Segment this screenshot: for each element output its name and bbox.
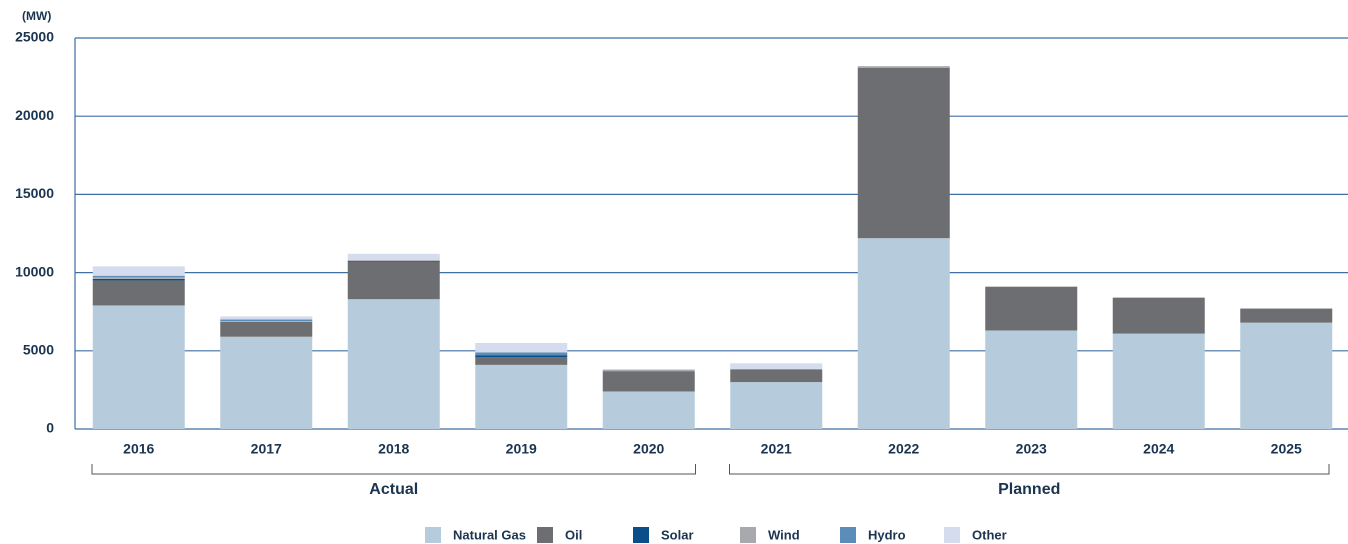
- y-tick-label: 5000: [23, 342, 54, 358]
- bar-segment: [347, 253, 440, 261]
- x-tick-label: 2019: [506, 441, 537, 457]
- bar-segment: [92, 280, 185, 306]
- bar-segment: [92, 305, 185, 429]
- bar-segment: [857, 238, 950, 429]
- bar-segment: [1112, 333, 1205, 429]
- bar-segment: [475, 357, 568, 365]
- bar-segment: [730, 369, 823, 383]
- bar-segment: [1112, 297, 1205, 334]
- bar-segment: [475, 352, 568, 356]
- legend-label: Oil: [565, 527, 582, 542]
- bar-segment: [347, 261, 440, 300]
- group-bracket: [91, 464, 696, 475]
- y-tick-label: 0: [46, 420, 54, 436]
- bar-segment: [220, 319, 313, 322]
- legend-swatch: [944, 527, 960, 543]
- bar-segment: [602, 369, 695, 372]
- bar-segment: [92, 275, 185, 278]
- group-label: Actual: [369, 481, 418, 498]
- y-axis-label: (MW): [22, 9, 51, 23]
- bar-segment: [602, 391, 695, 429]
- bar-segment: [857, 67, 950, 239]
- x-tick-label: 2018: [378, 441, 409, 457]
- legend-label: Hydro: [868, 527, 906, 542]
- bar-segment: [730, 382, 823, 429]
- y-tick-label: 20000: [15, 107, 54, 123]
- legend-swatch: [425, 527, 441, 543]
- bar-segment: [347, 299, 440, 429]
- bar-segment: [475, 364, 568, 429]
- legend-label: Wind: [768, 527, 800, 542]
- bar-segment: [985, 286, 1078, 331]
- bar-segment: [730, 363, 823, 369]
- legend-swatch: [740, 527, 756, 543]
- group-bracket: [729, 464, 1330, 475]
- y-tick-label: 25000: [15, 29, 54, 45]
- bar-segment: [985, 330, 1078, 429]
- bar-segment: [220, 316, 313, 320]
- bar-segment: [220, 321, 313, 322]
- bar-segment: [857, 66, 950, 68]
- bar-segment: [220, 321, 313, 337]
- bar-segment: [220, 336, 313, 429]
- legend-label: Natural Gas: [453, 527, 526, 542]
- bar-segment: [602, 371, 695, 392]
- x-tick-label: 2020: [633, 441, 664, 457]
- x-tick-label: 2025: [1271, 441, 1302, 457]
- bar-segment: [347, 260, 440, 261]
- x-tick-label: 2024: [1143, 441, 1174, 457]
- bar-segment: [475, 342, 568, 353]
- y-tick-label: 15000: [15, 185, 54, 201]
- bar-segment: [92, 278, 185, 281]
- y-tick-label: 10000: [15, 263, 54, 279]
- bar-segment: [730, 368, 823, 370]
- x-tick-label: 2017: [251, 441, 282, 457]
- group-label: Planned: [998, 481, 1060, 498]
- bar-segment: [92, 277, 185, 279]
- x-tick-label: 2021: [761, 441, 792, 457]
- x-tick-label: 2016: [123, 441, 154, 457]
- bar-segment: [1240, 322, 1333, 429]
- bar-segment: [92, 266, 185, 276]
- x-tick-label: 2023: [1016, 441, 1047, 457]
- legend-swatch: [840, 527, 856, 543]
- bar-segment: [1240, 308, 1333, 323]
- legend-label: Other: [972, 527, 1007, 542]
- x-tick-label: 2022: [888, 441, 919, 457]
- legend-swatch: [633, 527, 649, 543]
- legend-swatch: [537, 527, 553, 543]
- legend-label: Solar: [661, 527, 694, 542]
- bar-segment: [347, 260, 440, 262]
- bar-segment: [475, 355, 568, 358]
